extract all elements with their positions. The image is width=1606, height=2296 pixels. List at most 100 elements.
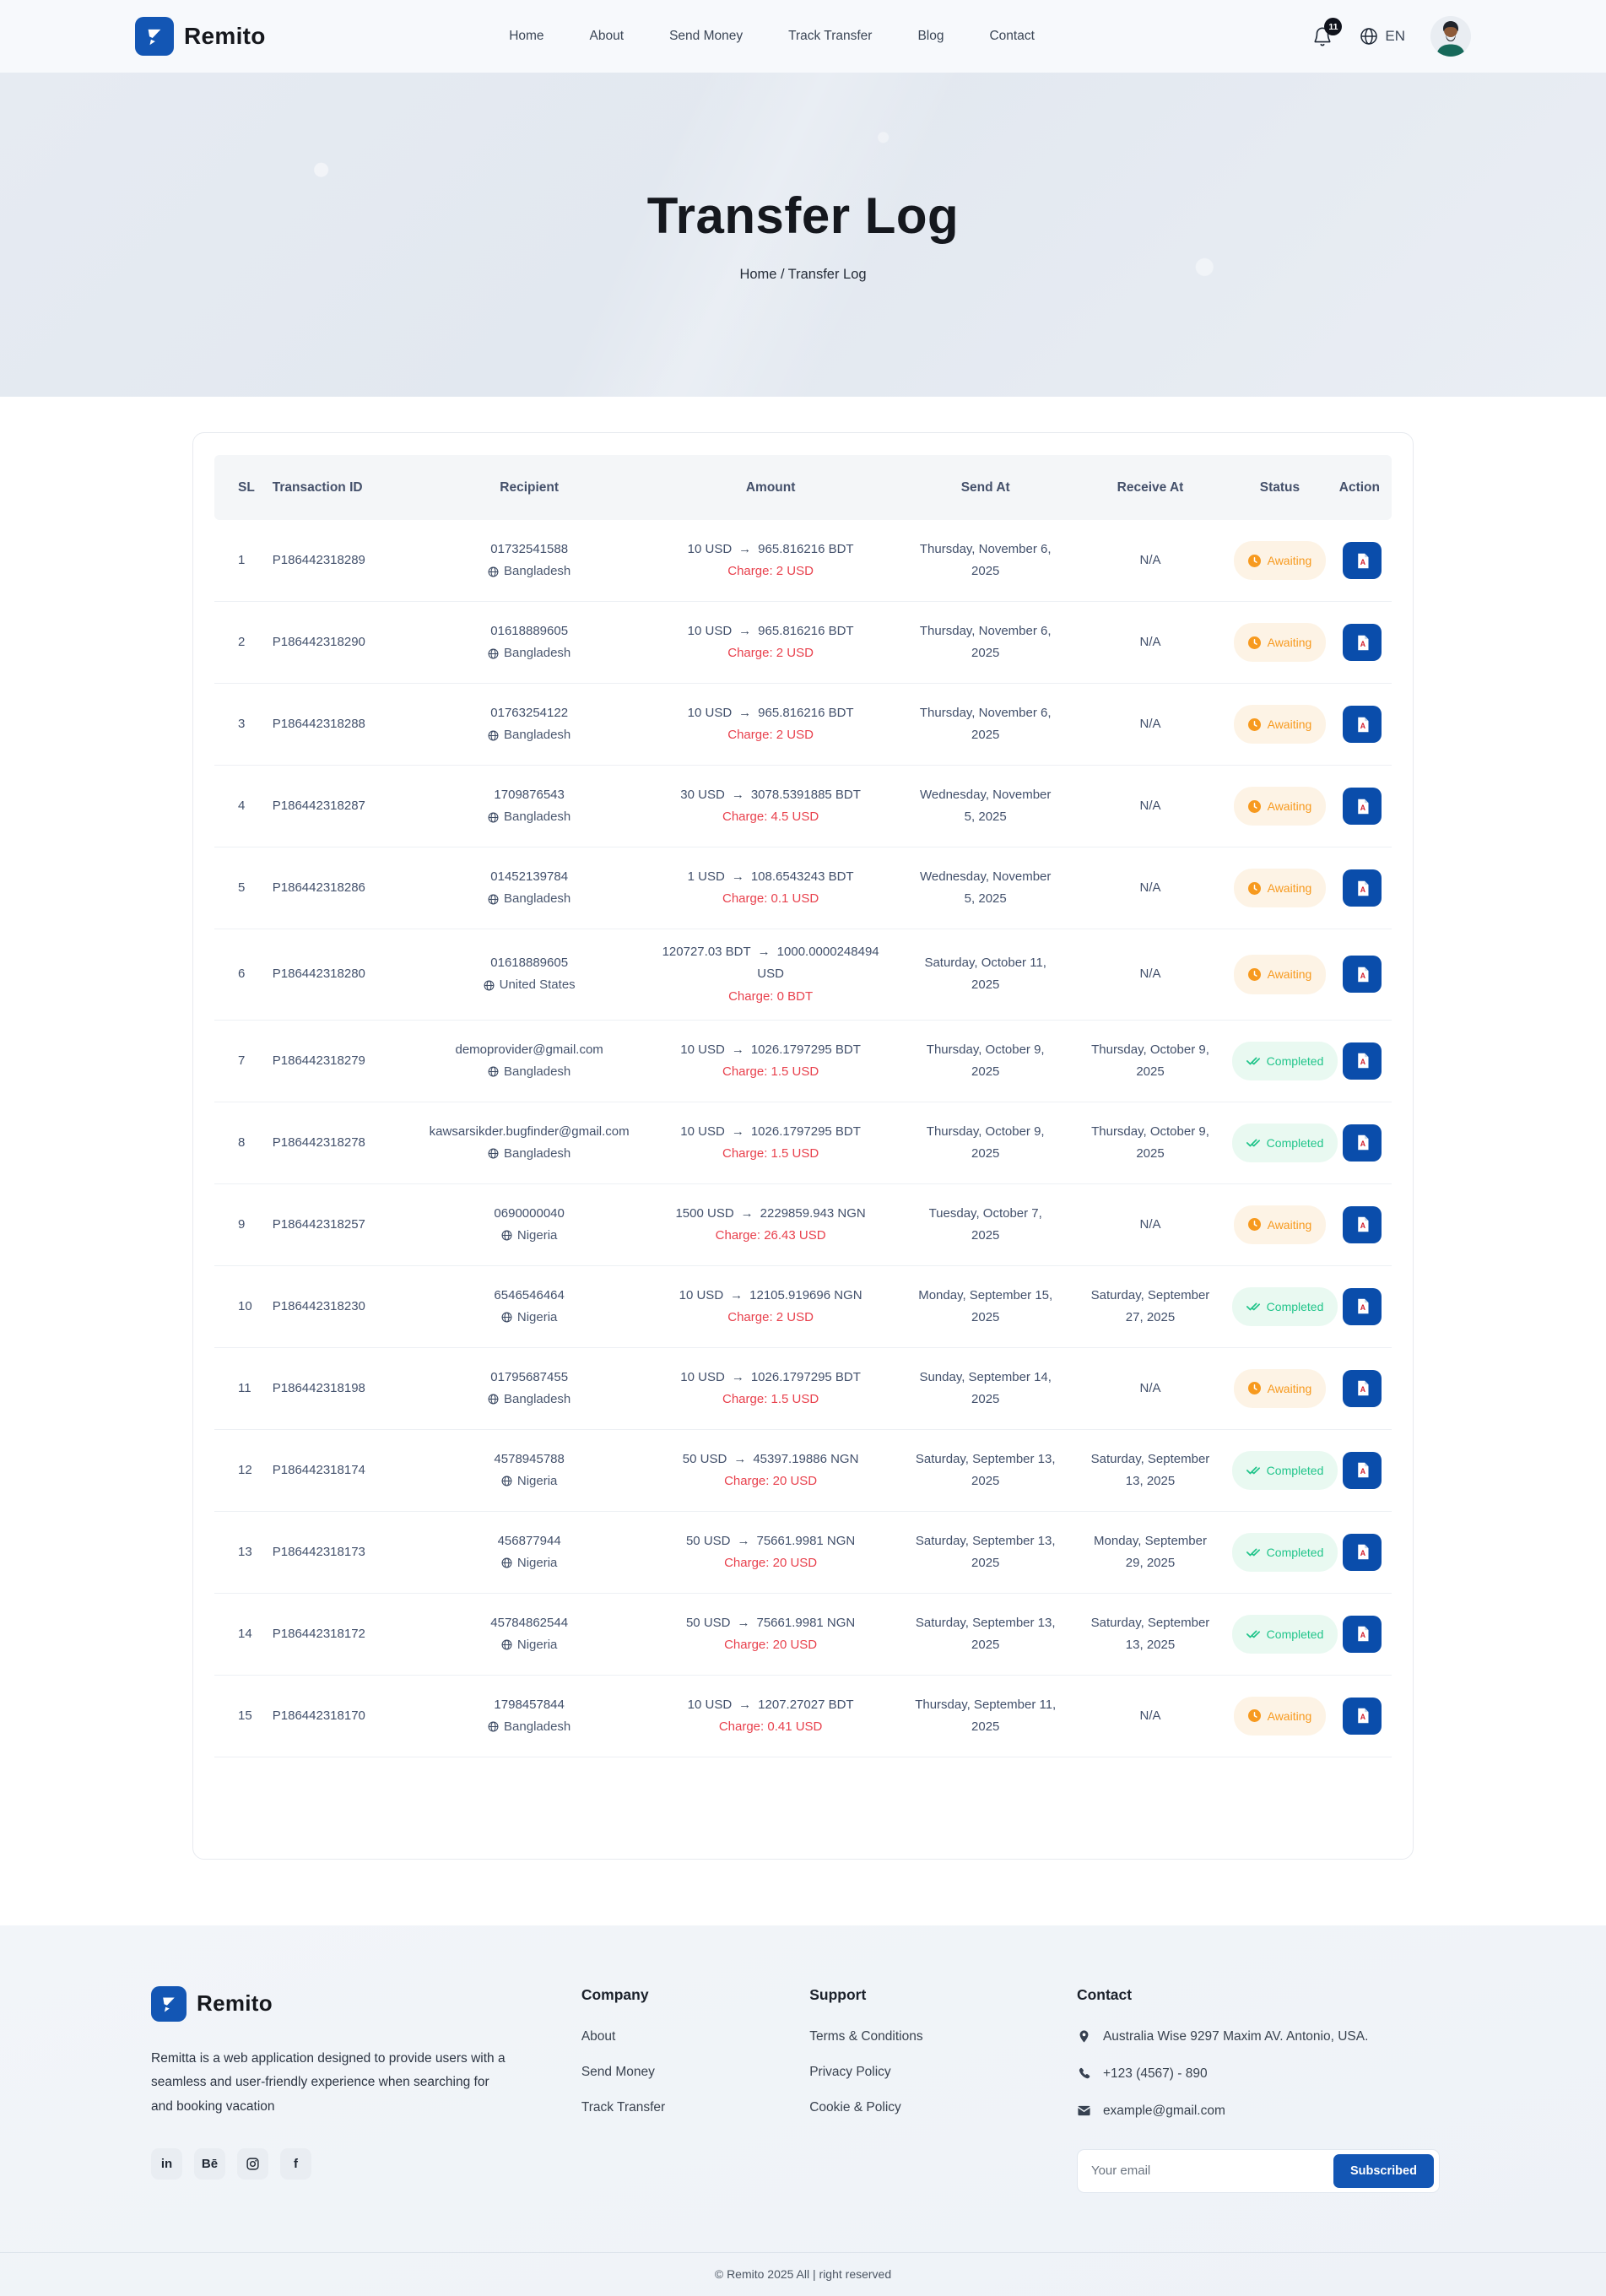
language-label: EN bbox=[1385, 28, 1405, 44]
download-receipt-button[interactable]: A bbox=[1343, 788, 1382, 825]
user-avatar[interactable] bbox=[1430, 16, 1471, 57]
nav-item-send-money[interactable]: Send Money bbox=[669, 29, 744, 43]
breadcrumb-home-link[interactable]: Home / bbox=[739, 267, 785, 282]
nav-item-contact[interactable]: Contact bbox=[989, 29, 1035, 43]
amount-charge: Charge: 4.5 USD bbox=[722, 810, 819, 824]
row-amount: 10 USD 965.816216 BDT Charge: 2 USD bbox=[644, 620, 897, 665]
download-receipt-button[interactable]: A bbox=[1343, 624, 1382, 661]
row-transaction-id: P186442318288 bbox=[272, 716, 365, 731]
clock-icon bbox=[1247, 1382, 1261, 1395]
globe-icon bbox=[501, 1639, 512, 1650]
download-receipt-button[interactable]: A bbox=[1343, 1205, 1382, 1243]
language-selector[interactable]: EN bbox=[1359, 26, 1405, 46]
newsletter-email-input[interactable] bbox=[1090, 2163, 1333, 2179]
download-receipt-button[interactable]: A bbox=[1343, 1451, 1382, 1489]
behance-icon[interactable]: Bē bbox=[194, 2147, 225, 2180]
footer-brand-logo[interactable]: Remito bbox=[151, 1985, 581, 2022]
download-receipt-button[interactable]: A bbox=[1343, 1042, 1382, 1080]
row-send-at: Monday, September 15, 2025 bbox=[918, 1287, 1053, 1324]
contact-phone[interactable]: +123 (4567) - 890 bbox=[1102, 2066, 1208, 2081]
row-receive-at: N/A bbox=[1139, 1380, 1161, 1395]
breadcrumb-current: Transfer Log bbox=[787, 267, 867, 282]
recipient-country: Bangladesh bbox=[504, 891, 571, 906]
recipient-country: Bangladesh bbox=[504, 810, 571, 824]
table-row: 2 P186442318290 01618889605 Bangladesh 1… bbox=[214, 602, 1392, 684]
footer-link-terms-conditions[interactable]: Terms & Conditions bbox=[809, 2028, 923, 2044]
svg-text:A: A bbox=[1360, 1631, 1365, 1639]
download-receipt-button[interactable]: A bbox=[1343, 1533, 1382, 1571]
amount-charge: Charge: 20 USD bbox=[724, 1473, 818, 1488]
facebook-icon[interactable]: f bbox=[280, 2147, 311, 2180]
notification-bell-button[interactable]: 11 bbox=[1311, 18, 1343, 47]
row-sl: 11 bbox=[238, 1380, 251, 1395]
contact-email[interactable]: example@gmail.com bbox=[1102, 2103, 1225, 2118]
amount-to: 965.816216 BDT bbox=[758, 623, 854, 638]
pdf-file-icon: A bbox=[1357, 1381, 1369, 1396]
row-sl: 8 bbox=[238, 1134, 246, 1150]
copyright-text: © Remito 2025 All | right reserved bbox=[714, 2267, 892, 2282]
instagram-icon[interactable] bbox=[237, 2147, 268, 2180]
row-transaction-id: P186442318289 bbox=[272, 552, 365, 567]
row-recipient: 6546546464 Nigeria bbox=[414, 1285, 644, 1329]
status-label: Awaiting bbox=[1267, 1708, 1312, 1723]
download-receipt-button[interactable]: A bbox=[1343, 706, 1382, 743]
status-badge: Completed bbox=[1231, 1532, 1338, 1572]
amount-charge: Charge: 2 USD bbox=[727, 564, 814, 578]
footer-link-privacy-policy[interactable]: Privacy Policy bbox=[809, 2064, 891, 2079]
recipient-account: 01795687455 bbox=[490, 1369, 569, 1384]
table-row: 7 P186442318279 demoprovider@gmail.com B… bbox=[214, 1021, 1392, 1102]
download-receipt-button[interactable]: A bbox=[1343, 1615, 1382, 1653]
row-transaction-id: P186442318286 bbox=[272, 880, 365, 895]
footer-link-send-money[interactable]: Send Money bbox=[581, 2064, 655, 2079]
double-check-icon bbox=[1246, 1301, 1260, 1312]
nav-item-track-transfer[interactable]: Track Transfer bbox=[788, 29, 873, 43]
footer-link-cookie-policy[interactable]: Cookie & Policy bbox=[809, 2099, 901, 2115]
linkedin-icon[interactable]: in bbox=[151, 2147, 182, 2180]
row-receive-at: Monday, September 29, 2025 bbox=[1094, 1533, 1207, 1570]
table-row: 13 P186442318173 456877944 Nigeria 50 US… bbox=[214, 1512, 1392, 1594]
footer-brand: Remito Remitta is a web application desi… bbox=[151, 1985, 581, 2193]
amount-from: 10 USD bbox=[687, 541, 733, 556]
row-transaction-id: P186442318172 bbox=[272, 1626, 365, 1641]
download-receipt-button[interactable]: A bbox=[1343, 542, 1382, 579]
recipient-account: 1798457844 bbox=[494, 1697, 565, 1712]
globe-icon bbox=[488, 730, 499, 741]
row-transaction-id: P186442318173 bbox=[272, 1544, 365, 1559]
footer-contact-title: Contact bbox=[1076, 1985, 1133, 2003]
contact-phone-row: +123 (4567) - 890 bbox=[1077, 2066, 1455, 2082]
row-recipient: 1709876543 Bangladesh bbox=[414, 784, 644, 829]
footer-link-track-transfer[interactable]: Track Transfer bbox=[581, 2099, 666, 2115]
recipient-country: Bangladesh bbox=[504, 1145, 571, 1161]
status-badge: Awaiting bbox=[1233, 868, 1327, 908]
newsletter-form: Subscribed bbox=[1076, 2148, 1440, 2193]
brand-logo[interactable]: Remito bbox=[135, 17, 266, 56]
table-row: 3 P186442318288 01763254122 Bangladesh 1… bbox=[214, 684, 1392, 766]
row-transaction-id: P186442318278 bbox=[272, 1134, 365, 1150]
footer-company-column: Company About Send Money Track Transfer bbox=[581, 1986, 809, 2193]
row-amount: 10 USD 965.816216 BDT Charge: 2 USD bbox=[644, 702, 897, 747]
recipient-country: Bangladesh bbox=[504, 564, 571, 578]
subscribe-button[interactable]: Subscribed bbox=[1333, 2153, 1434, 2188]
download-receipt-button[interactable]: A bbox=[1343, 869, 1382, 907]
col-header-send-at: Send At bbox=[960, 479, 1010, 495]
svg-text:A: A bbox=[1360, 1140, 1365, 1148]
nav-item-home[interactable]: Home bbox=[509, 29, 544, 43]
row-recipient: kawsarsikder.bugfinder@gmail.com Banglad… bbox=[414, 1121, 644, 1166]
download-receipt-button[interactable]: A bbox=[1343, 1124, 1382, 1162]
amount-from: 120727.03 BDT bbox=[662, 945, 751, 959]
row-transaction-id: P186442318170 bbox=[272, 1708, 365, 1723]
row-sl: 1 bbox=[238, 552, 246, 567]
pdf-file-icon: A bbox=[1357, 1708, 1369, 1724]
row-receive-at: Saturday, September 13, 2025 bbox=[1090, 1451, 1210, 1488]
download-receipt-button[interactable]: A bbox=[1343, 1369, 1382, 1407]
row-amount: 120727.03 BDT 1000.0000248494 USD Charge:… bbox=[644, 941, 897, 1008]
download-receipt-button[interactable]: A bbox=[1343, 956, 1382, 994]
status-badge: Awaiting bbox=[1233, 1696, 1327, 1736]
globe-icon bbox=[488, 1148, 499, 1159]
nav-item-about[interactable]: About bbox=[589, 29, 625, 43]
footer-link-about[interactable]: About bbox=[581, 2028, 616, 2044]
download-receipt-button[interactable]: A bbox=[1343, 1697, 1382, 1735]
download-receipt-button[interactable]: A bbox=[1343, 1287, 1382, 1325]
nav-item-blog[interactable]: Blog bbox=[917, 29, 944, 43]
row-transaction-id: P186442318198 bbox=[272, 1380, 365, 1395]
